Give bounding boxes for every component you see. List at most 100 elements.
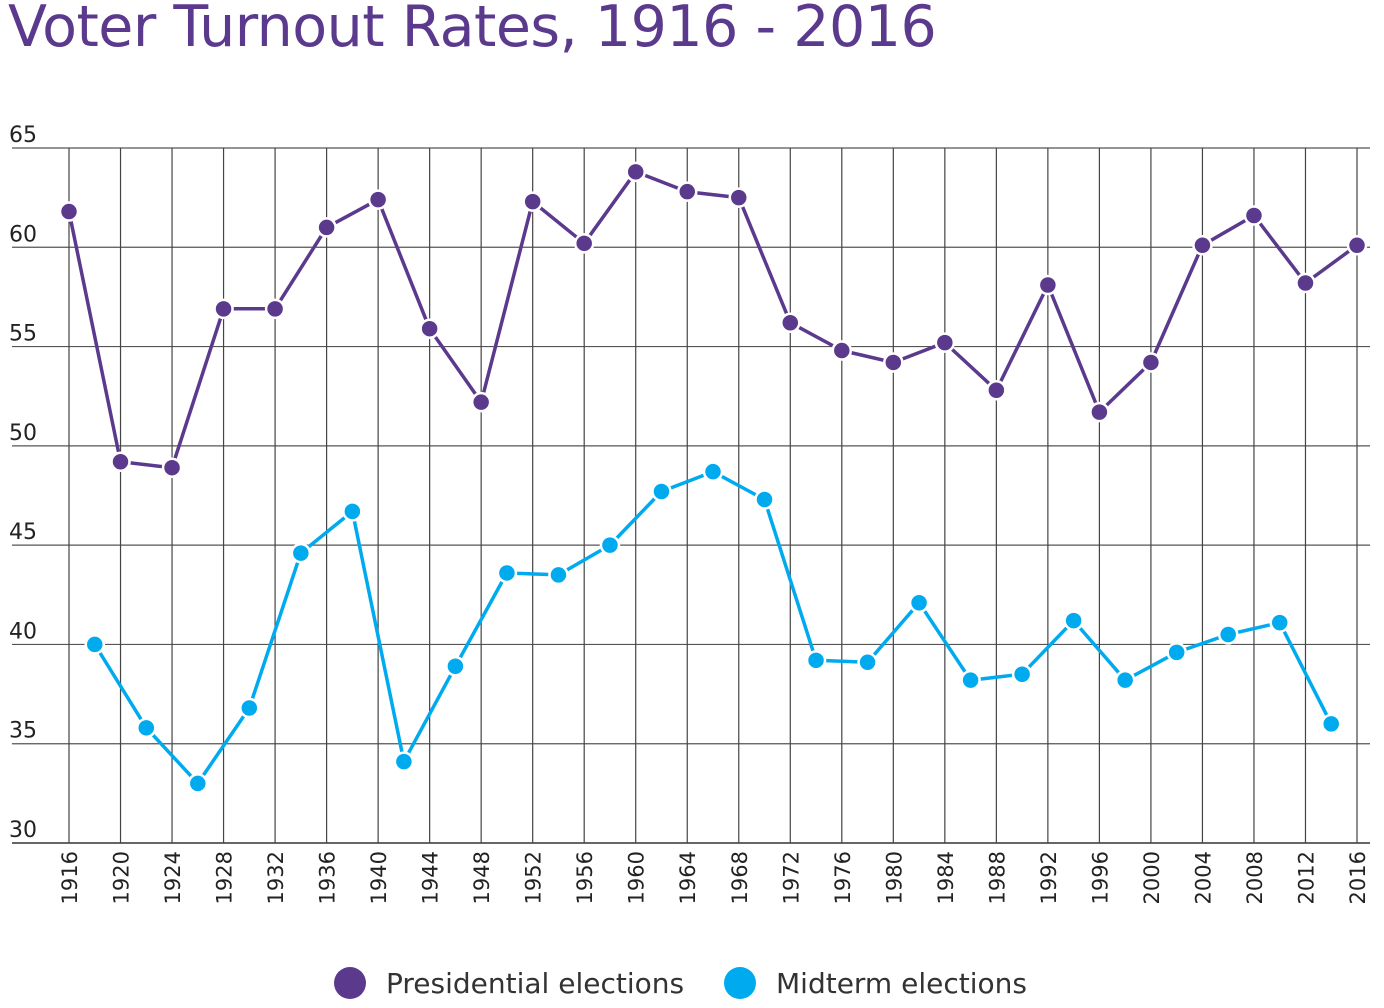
y-tick-label: 50	[9, 421, 37, 446]
x-tick-label: 1916	[58, 851, 82, 904]
data-point	[754, 489, 775, 510]
x-tick-label: 1992	[1037, 851, 1061, 904]
data-point	[625, 161, 646, 183]
data-point	[1089, 401, 1110, 423]
x-tick-label: 1968	[728, 851, 752, 904]
x-tick-label: 1972	[779, 851, 803, 904]
data-series	[58, 161, 1368, 794]
data-point	[857, 652, 878, 673]
x-tick-label: 1928	[213, 851, 237, 904]
x-tick-label: 2012	[1294, 851, 1318, 904]
y-tick-label: 40	[9, 619, 37, 644]
x-tick-label: 1956	[573, 851, 597, 904]
x-tick-label: 1976	[831, 851, 855, 904]
data-point	[1243, 205, 1265, 226]
data-point	[599, 534, 621, 556]
data-point	[1011, 663, 1033, 685]
data-point	[187, 773, 209, 794]
data-point	[1217, 624, 1239, 645]
y-tick-label: 45	[9, 520, 37, 545]
data-point	[908, 592, 930, 613]
data-point	[58, 201, 80, 222]
data-point	[780, 312, 801, 333]
x-tick-label: 1984	[934, 851, 958, 904]
x-tick-label: 1940	[367, 851, 391, 904]
data-point	[676, 181, 698, 202]
y-tick-label: 60	[9, 222, 37, 247]
y-axis-ticks: 30 35 40 45 50 55 60 65	[9, 123, 37, 843]
data-point	[110, 451, 131, 472]
x-tick-label: 1964	[676, 851, 700, 904]
x-tick-label: 2000	[1140, 851, 1164, 904]
x-tick-label: 1936	[316, 851, 340, 904]
x-tick-label: 1944	[419, 851, 443, 904]
data-point	[573, 233, 595, 254]
legend-marker	[724, 967, 756, 999]
data-point	[1166, 642, 1187, 663]
x-tick-label: 1948	[470, 851, 494, 904]
data-point	[1114, 669, 1136, 691]
grid-lines	[12, 147, 1370, 844]
data-point	[496, 562, 518, 584]
x-tick-label: 1980	[882, 851, 906, 904]
data-point	[986, 380, 1007, 401]
series-line	[93, 469, 1333, 786]
data-point	[213, 298, 234, 320]
data-point	[728, 187, 750, 208]
y-tick-label: 35	[9, 719, 37, 744]
data-point	[367, 189, 389, 210]
y-tick-label: 55	[9, 322, 37, 347]
x-tick-label: 1960	[625, 851, 649, 904]
data-point	[1063, 610, 1084, 631]
data-point	[445, 656, 466, 677]
data-point	[1037, 274, 1059, 296]
chart-title: Voter Turnout Rates, 1916 - 2016	[8, 0, 937, 60]
legend-label: Midterm elections	[776, 967, 1027, 1000]
data-point	[419, 318, 440, 339]
data-point	[316, 217, 337, 238]
data-point	[136, 717, 157, 739]
legend: Presidential elections Midterm elections	[334, 967, 1027, 1000]
x-tick-label: 1988	[985, 851, 1009, 904]
data-point	[84, 634, 106, 655]
x-tick-label: 1920	[110, 851, 134, 904]
series-presidential-elections	[58, 161, 1368, 478]
data-point	[161, 457, 183, 478]
data-point	[702, 461, 724, 482]
data-point	[290, 542, 312, 564]
x-tick-label: 1924	[161, 851, 185, 904]
x-tick-label: 1932	[264, 851, 288, 904]
data-point	[831, 340, 853, 361]
data-point	[470, 391, 492, 413]
data-point	[522, 191, 543, 212]
x-tick-label: 2004	[1191, 851, 1215, 904]
data-point	[1295, 272, 1316, 294]
data-point	[393, 751, 415, 772]
data-point	[651, 481, 672, 502]
series-line	[67, 170, 1359, 470]
y-tick-label: 65	[9, 123, 37, 148]
x-tick-label: 1952	[522, 851, 546, 904]
series-midterm-elections	[84, 461, 1342, 794]
data-point	[1269, 612, 1290, 633]
x-tick-label: 1996	[1088, 851, 1112, 904]
data-point	[883, 352, 904, 373]
x-tick-label: 2008	[1243, 851, 1267, 904]
data-point	[548, 564, 569, 586]
x-tick-label: 2016	[1346, 851, 1370, 904]
x-axis-ticks: 1916 1920 1924 1928 1932 1936 1940 1944 1948 1952…	[58, 851, 1370, 904]
data-point	[342, 501, 363, 522]
legend-label: Presidential elections	[386, 967, 684, 1000]
legend-marker	[334, 967, 366, 999]
data-point	[960, 669, 981, 691]
data-point	[934, 332, 956, 353]
data-point	[1320, 713, 1342, 735]
data-point	[264, 298, 286, 320]
y-tick-label: 30	[9, 818, 37, 843]
data-point	[1192, 235, 1213, 256]
data-point	[1346, 235, 1368, 256]
data-point	[1140, 352, 1162, 373]
data-point	[239, 697, 260, 719]
data-point	[805, 650, 827, 671]
